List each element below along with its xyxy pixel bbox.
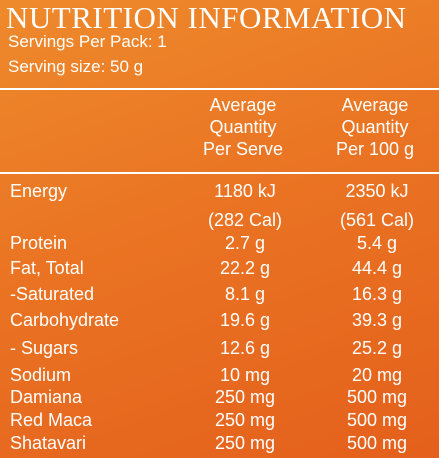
table-row: Shatavari 250 mg 500 mg bbox=[0, 433, 439, 457]
value-per-serve: 250 mg bbox=[214, 433, 276, 453]
energy-serve-cal: (282 Cal) bbox=[207, 210, 283, 230]
divider-top bbox=[0, 88, 439, 90]
value-per-serve: 250 mg bbox=[214, 387, 276, 407]
nutrient-label: Shatavari bbox=[10, 433, 87, 453]
header-line: Per Serve bbox=[202, 139, 284, 159]
nutrient-label: Sodium bbox=[10, 365, 72, 385]
column-header-per-100g: Average Quantity Per 100 g bbox=[325, 94, 425, 160]
value-per-serve: 19.6 g bbox=[219, 310, 271, 330]
table-row: Protein 2.7 g 5.4 g bbox=[0, 233, 439, 257]
value-per-100g: 20 mg bbox=[351, 365, 403, 385]
table-row: Carbohydrate 19.6 g 39.3 g bbox=[0, 310, 439, 334]
energy-serve-kj: 1180 kJ bbox=[214, 181, 276, 201]
serving-size: Serving size: 50 g bbox=[8, 57, 144, 76]
nutrient-label: -Saturated bbox=[10, 284, 95, 304]
energy-per100-kj: 2350 kJ bbox=[345, 181, 409, 201]
table-row: Red Maca 250 mg 500 mg bbox=[0, 410, 439, 434]
nutrient-label: Damiana bbox=[10, 387, 83, 407]
divider-header bbox=[0, 172, 439, 174]
header-line: Quantity bbox=[341, 117, 409, 137]
header-line: Per 100 g bbox=[335, 139, 415, 159]
nutrient-label: Energy bbox=[10, 181, 68, 201]
panel-title: NUTRITION INFORMATION bbox=[6, 0, 407, 35]
table-row: -Saturated 8.1 g 16.3 g bbox=[0, 284, 439, 308]
value-per-100g: 44.4 g bbox=[351, 258, 403, 278]
nutrient-label: Fat, Total bbox=[10, 258, 84, 278]
table-row: Sodium 10 mg 20 mg bbox=[0, 365, 439, 389]
value-per-serve: 2.7 g bbox=[224, 233, 266, 253]
header-line: Quantity bbox=[209, 117, 277, 137]
table-row: Fat, Total 22.2 g 44.4 g bbox=[0, 258, 439, 282]
header-line: Average bbox=[209, 95, 277, 115]
value-per-serve: 12.6 g bbox=[219, 338, 271, 358]
value-per-100g: 5.4 g bbox=[356, 233, 398, 253]
nutrient-label: Red Maca bbox=[10, 410, 93, 430]
value-per-100g: 25.2 g bbox=[351, 338, 403, 358]
value-per-100g: 39.3 g bbox=[351, 310, 403, 330]
energy-per100-cal: (561 Cal) bbox=[339, 210, 415, 230]
table-row: - Sugars 12.6 g 25.2 g bbox=[0, 338, 439, 362]
table-row-energy: Energy 1180 kJ 2350 kJ bbox=[0, 181, 439, 205]
value-per-serve: 8.1 g bbox=[224, 284, 266, 304]
nutrient-label: Protein bbox=[10, 233, 68, 253]
value-per-100g: 500 mg bbox=[346, 410, 408, 430]
nutrient-label: Carbohydrate bbox=[10, 310, 120, 330]
value-per-serve: 10 mg bbox=[219, 365, 271, 385]
nutrient-label: - Sugars bbox=[10, 338, 79, 358]
value-per-100g: 500 mg bbox=[346, 387, 408, 407]
servings-per-pack: Servings Per Pack: 1 bbox=[8, 32, 167, 51]
table-row: Damiana 250 mg 500 mg bbox=[0, 387, 439, 411]
value-per-serve: 22.2 g bbox=[219, 258, 271, 278]
header-line: Average bbox=[341, 95, 409, 115]
column-header-per-serve: Average Quantity Per Serve bbox=[188, 94, 298, 160]
value-per-100g: 16.3 g bbox=[351, 284, 403, 304]
value-per-serve: 250 mg bbox=[214, 410, 276, 430]
value-per-100g: 500 mg bbox=[346, 433, 408, 453]
